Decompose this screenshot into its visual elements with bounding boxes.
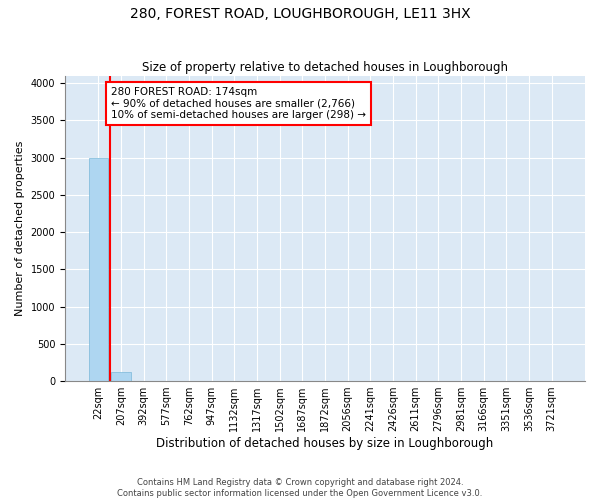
Text: 280, FOREST ROAD, LOUGHBOROUGH, LE11 3HX: 280, FOREST ROAD, LOUGHBOROUGH, LE11 3HX — [130, 8, 470, 22]
X-axis label: Distribution of detached houses by size in Loughborough: Distribution of detached houses by size … — [157, 437, 494, 450]
Text: Contains HM Land Registry data © Crown copyright and database right 2024.
Contai: Contains HM Land Registry data © Crown c… — [118, 478, 482, 498]
Bar — [112, 372, 131, 381]
Title: Size of property relative to detached houses in Loughborough: Size of property relative to detached ho… — [142, 62, 508, 74]
Text: 280 FOREST ROAD: 174sqm
← 90% of detached houses are smaller (2,766)
10% of semi: 280 FOREST ROAD: 174sqm ← 90% of detache… — [111, 87, 366, 120]
Y-axis label: Number of detached properties: Number of detached properties — [15, 140, 25, 316]
Bar — [89, 158, 108, 381]
